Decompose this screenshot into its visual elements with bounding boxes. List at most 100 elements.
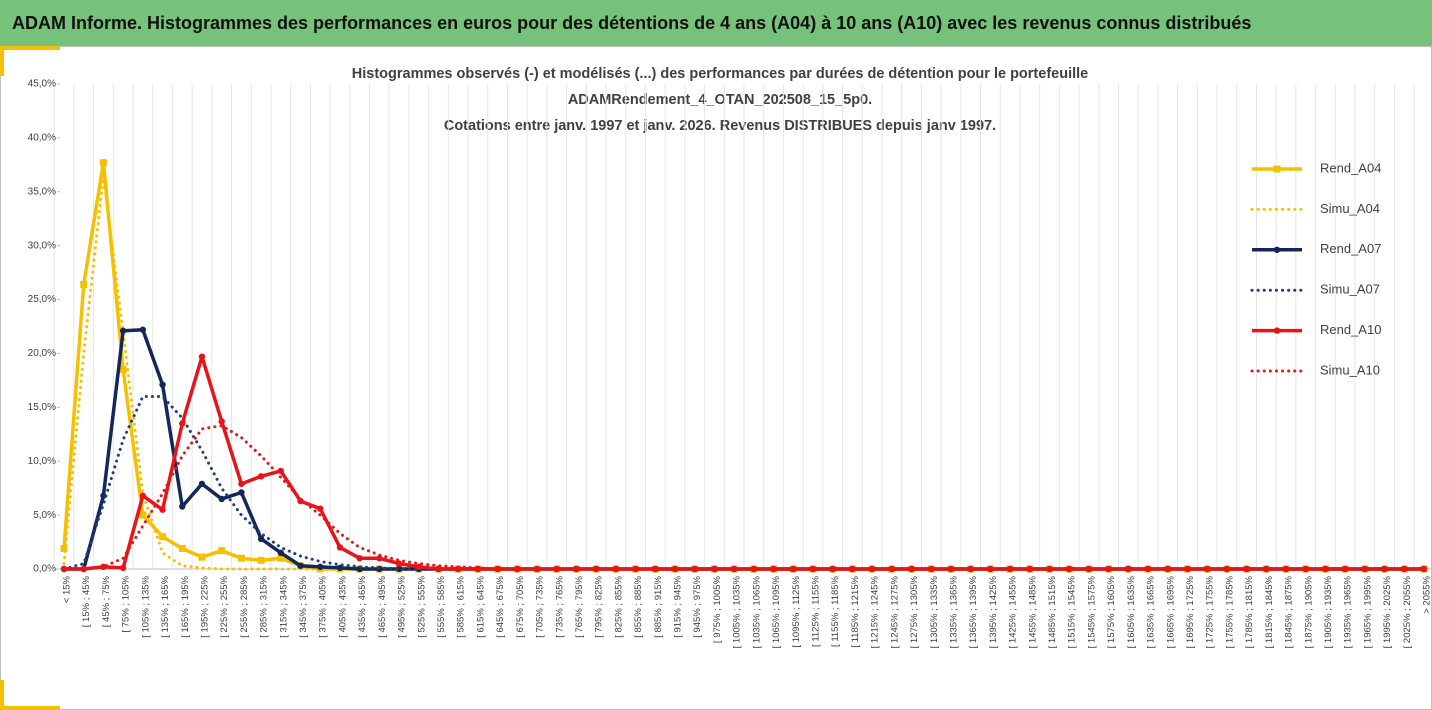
accent	[0, 46, 4, 76]
x-tick-label: [ 255% ; 285%	[239, 575, 250, 637]
point	[277, 554, 285, 562]
point	[395, 560, 403, 567]
point	[218, 547, 226, 555]
legend-label: Simu_A10	[1320, 362, 1380, 377]
x-tick-label: [ 825% ; 855%	[613, 575, 624, 637]
point	[1184, 565, 1191, 573]
x-tick-label: [ 1845% ; 1875%	[1284, 575, 1295, 648]
x-tick-label: [ 405% ; 435%	[337, 575, 348, 637]
point	[317, 505, 324, 512]
header-bar	[0, 0, 1432, 46]
point	[257, 473, 265, 480]
point	[198, 353, 206, 360]
x-tick-label: [ 1125% ; 1155%	[811, 575, 822, 647]
x-tick-label: [ 15% ; 45%	[81, 575, 92, 627]
point	[849, 565, 856, 573]
x-tick-label: [ 735% ; 765%	[554, 575, 565, 637]
point	[770, 565, 777, 573]
header-title: ADAM Informe. Histogrammes des performan…	[12, 13, 1251, 33]
point	[99, 159, 107, 167]
y-tick-label: 40,0%	[28, 133, 56, 144]
x-tick-label: [ 1455% ; 1485%	[1027, 575, 1038, 648]
point	[376, 555, 383, 562]
x-tick-label: [ 1365% ; 1395%	[968, 575, 979, 648]
point	[592, 565, 600, 573]
point	[750, 565, 758, 573]
point	[178, 545, 186, 553]
point	[100, 492, 107, 499]
x-tick-label: [ 1995% ; 2025%	[1382, 575, 1393, 648]
x-tick-label: > 2055%	[1422, 575, 1432, 613]
x-tick-label: [ 705% ; 735%	[535, 575, 546, 637]
x-tick-label: [ 1965% ; 1995%	[1362, 575, 1373, 648]
point	[198, 553, 206, 561]
y-tick-label: 10,0%	[28, 456, 56, 467]
x-tick-label: [ 915% ; 945%	[673, 575, 684, 637]
x-tick-label: [ 1755% ; 1785%	[1224, 575, 1235, 648]
point	[1282, 565, 1290, 573]
point	[218, 495, 225, 503]
point	[317, 563, 324, 571]
x-tick-label: [ 315% ; 345%	[278, 575, 289, 637]
x-tick-label: [ 945% ; 975%	[692, 575, 703, 637]
point	[179, 503, 186, 510]
point	[218, 418, 225, 425]
x-tick-label: [ 345% ; 375%	[298, 575, 309, 637]
legend-marker	[1273, 165, 1281, 173]
point	[1420, 565, 1428, 573]
x-tick-label: [ 75% ; 105%	[121, 575, 132, 632]
x-tick-label: [ 1905% ; 1935%	[1323, 575, 1334, 648]
x-tick-label: [ 675% ; 705%	[515, 575, 526, 637]
point	[1026, 565, 1033, 573]
point	[159, 381, 166, 388]
x-tick-label: [ 375% ; 405%	[318, 575, 329, 637]
point	[829, 565, 836, 573]
point	[238, 489, 245, 496]
point	[514, 565, 521, 573]
point	[159, 533, 167, 541]
y-tick-label: 15,0%	[28, 402, 56, 413]
x-tick-label: [ 435% ; 465%	[357, 575, 368, 637]
point	[730, 565, 738, 573]
x-tick-label: [ 1425% ; 1455%	[1008, 575, 1019, 648]
point	[356, 555, 363, 562]
x-tick-label: [ 2025% ; 2055%	[1402, 575, 1413, 648]
x-tick-label: [ 1215% ; 1245%	[870, 575, 881, 648]
y-tick-label: 45,0%	[28, 79, 56, 90]
point	[1341, 565, 1349, 573]
point	[119, 564, 127, 572]
point	[159, 506, 166, 513]
point	[435, 565, 442, 573]
point	[1263, 565, 1270, 573]
legend-label: Simu_A07	[1320, 282, 1380, 297]
x-tick-label: [ 1665% ; 1695%	[1165, 575, 1176, 648]
y-tick-label: 20,0%	[28, 348, 56, 359]
point	[119, 366, 127, 374]
y-tick-label: 35,0%	[28, 186, 56, 197]
x-tick-label: [ 45% ; 75%	[101, 575, 112, 627]
point	[1006, 565, 1014, 573]
point	[1105, 565, 1112, 573]
x-tick-label: [ 1485% ; 1515%	[1047, 575, 1058, 648]
x-tick-label: [ 855% ; 885%	[633, 575, 644, 637]
point	[60, 545, 68, 553]
legend-marker	[1273, 327, 1281, 334]
point	[1085, 565, 1093, 573]
x-tick-label: [ 1065% ; 1095%	[771, 575, 782, 648]
point	[1164, 565, 1171, 573]
point	[987, 565, 994, 573]
x-tick-label: [ 1395% ; 1425%	[988, 575, 999, 648]
point	[928, 565, 935, 573]
point	[395, 565, 403, 573]
y-tick-label: 30,0%	[28, 240, 56, 251]
x-tick-label: [ 975% ; 1005%	[712, 575, 723, 643]
point	[198, 480, 206, 488]
x-tick-label: [ 165% ; 195%	[180, 575, 191, 637]
x-tick-label: [ 1185% ; 1215%	[850, 575, 861, 647]
point	[336, 544, 344, 551]
x-tick-label: [ 1605% ; 1635%	[1126, 575, 1137, 648]
accent	[0, 706, 60, 710]
x-tick-label: [ 465% ; 495%	[377, 575, 388, 637]
x-tick-label: [ 495% ; 525%	[397, 575, 408, 637]
